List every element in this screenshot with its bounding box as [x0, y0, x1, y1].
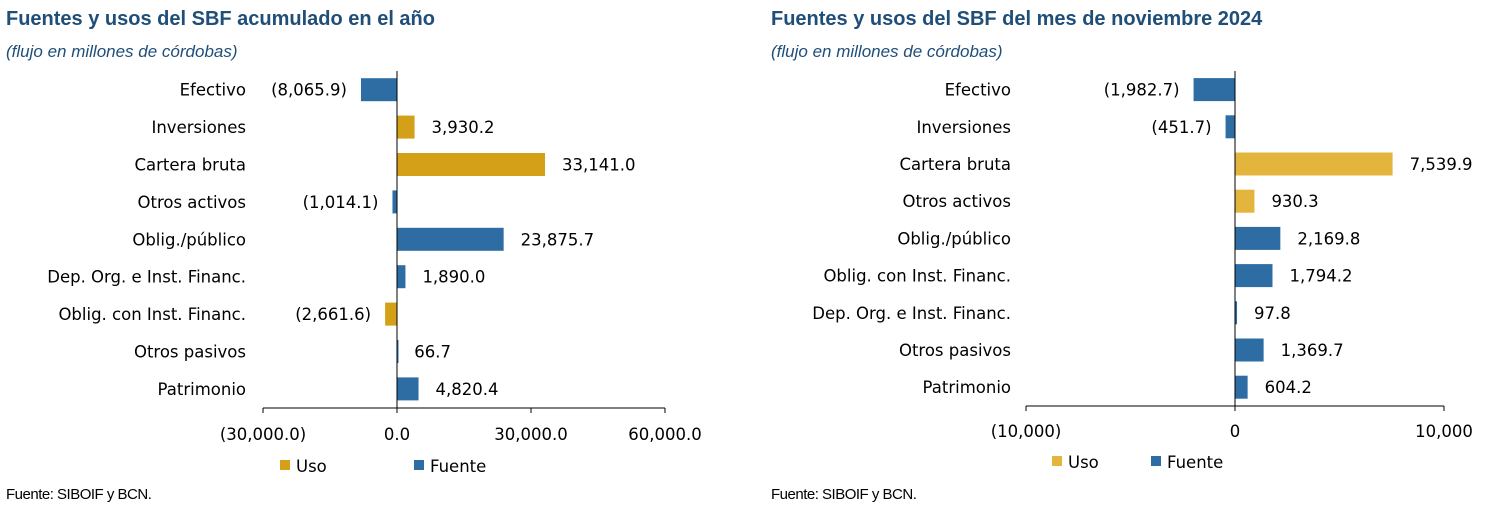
bar-otros-activos	[392, 190, 397, 214]
category-label: Inversiones	[916, 118, 1011, 137]
data-label: (8,065.9)	[271, 81, 347, 100]
category-label: Otros activos	[137, 193, 246, 212]
data-label: 1,794.2	[1289, 267, 1352, 286]
category-label: Cartera bruta	[135, 156, 246, 175]
bar-efectivo	[1193, 78, 1235, 102]
chart-subtitle: (flujo en millones de córdobas)	[6, 42, 238, 61]
data-label: 33,141.0	[562, 156, 635, 175]
data-label: (1,014.1)	[303, 193, 379, 212]
x-tick-label: 30,000.0	[494, 425, 567, 444]
data-label: 4,820.4	[436, 380, 499, 399]
data-label: 1,890.0	[422, 268, 485, 287]
chart-title: Fuentes y usos del SBF acumulado en el a…	[6, 8, 435, 30]
category-label: Oblig. con Inst. Financ.	[58, 305, 246, 324]
data-label: 66.7	[414, 343, 451, 362]
bar-otros-pasivos	[397, 340, 399, 363]
x-tick-label: 10,000	[1415, 422, 1473, 441]
bar-cartera-bruta	[397, 153, 546, 176]
category-label: Patrimonio	[158, 380, 246, 399]
data-label: 7,539.9	[1410, 155, 1473, 174]
category-label: Cartera bruta	[900, 155, 1011, 174]
x-tick-label: 0.0	[384, 425, 410, 444]
category-label: Otros pasivos	[134, 343, 246, 362]
chart-source: Fuente: SIBOIF y BCN.	[6, 486, 152, 503]
chart-title: Fuentes y usos del SBF del mes de noviem…	[771, 8, 1263, 30]
data-label: 2,169.8	[1297, 229, 1360, 248]
legend-swatch-fuente	[1151, 456, 1161, 466]
bar-dep-org-e-inst-financ	[1235, 301, 1238, 325]
x-tick-label: (30,000.0)	[220, 425, 306, 444]
legend-swatch-uso	[1052, 456, 1062, 466]
legend-swatch-fuente	[414, 460, 424, 470]
legend-label-uso: Uso	[1068, 453, 1099, 472]
bar-dep-org-e-inst-financ	[397, 265, 406, 289]
category-label: Oblig. con Inst. Financ.	[823, 267, 1011, 286]
category-label: Oblig./público	[132, 230, 246, 249]
legend-label-uso: Uso	[296, 457, 327, 476]
category-label: Dep. Org. e Inst. Financ.	[812, 304, 1011, 323]
bar-inversiones	[1225, 115, 1235, 139]
data-label: 97.8	[1254, 304, 1291, 323]
category-label: Patrimonio	[923, 378, 1011, 397]
chart-panel-november: Fuentes y usos del SBF del mes de noviem…	[765, 0, 1490, 522]
x-tick-label: 60,000.0	[628, 425, 701, 444]
bar-oblig-p-blico	[1235, 226, 1281, 250]
chart-panel-cumulative: Fuentes y usos del SBF acumulado en el a…	[6, 8, 702, 503]
bar-inversiones	[397, 115, 415, 139]
data-label: (1,982.7)	[1104, 81, 1180, 100]
data-label: (451.7)	[1151, 118, 1211, 137]
bar-patrimonio	[397, 377, 419, 401]
category-label: Efectivo	[945, 81, 1011, 100]
bar-cartera-bruta	[1235, 152, 1393, 176]
chart-source: Fuente: SIBOIF y BCN.	[771, 486, 917, 503]
category-label: Inversiones	[151, 118, 246, 137]
category-label: Dep. Org. e Inst. Financ.	[47, 268, 246, 287]
data-label: 3,930.2	[432, 118, 495, 137]
data-label: 23,875.7	[521, 230, 594, 249]
data-label: 1,369.7	[1281, 341, 1344, 360]
x-tick-label: (10,000)	[991, 422, 1062, 441]
bar-efectivo	[360, 78, 397, 102]
bar-chart-november: Efectivo (1,982.7) Inversiones (451.7) Carte…	[812, 71, 1473, 472]
bar-oblig-p-blico	[397, 227, 504, 251]
category-label: Otros pasivos	[899, 341, 1011, 360]
category-label: Oblig./público	[897, 229, 1011, 248]
bar-oblig-con-inst-financ	[385, 302, 397, 326]
x-tick-label: 0	[1230, 422, 1241, 441]
legend-label-fuente: Fuente	[1167, 453, 1223, 472]
bar-oblig-con-inst-financ	[1235, 264, 1273, 288]
bar-otros-pasivos	[1235, 338, 1264, 362]
data-label: (2,661.6)	[295, 305, 371, 324]
data-label: 930.3	[1271, 192, 1318, 211]
category-label: Efectivo	[180, 81, 246, 100]
bar-otros-activos	[1235, 189, 1255, 213]
category-label: Otros activos	[902, 192, 1011, 211]
chart-subtitle: (flujo en millones de córdobas)	[771, 42, 1003, 61]
data-label: 604.2	[1265, 378, 1312, 397]
legend-label-fuente: Fuente	[430, 457, 486, 476]
legend-swatch-uso	[280, 460, 290, 470]
bar-chart-cumulative: Efectivo (8,065.9) Inversiones 3,930.2 Carte…	[47, 71, 702, 476]
bar-patrimonio	[1235, 375, 1248, 399]
